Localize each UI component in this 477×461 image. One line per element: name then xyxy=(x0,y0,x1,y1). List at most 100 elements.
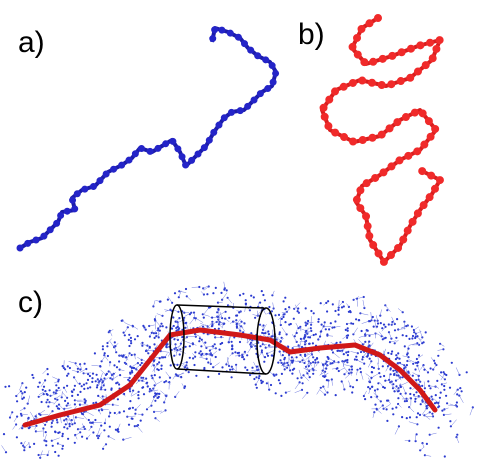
side-chain-bead xyxy=(417,354,421,357)
side-chain-bead xyxy=(172,316,175,319)
side-chain-bond xyxy=(154,380,163,386)
side-chain-bond xyxy=(18,425,24,430)
side-chain-bead xyxy=(465,371,468,374)
side-chain-bond xyxy=(146,383,150,387)
side-chain-bead xyxy=(221,366,224,369)
side-chain-bead xyxy=(414,368,417,371)
side-chain-bond xyxy=(313,359,316,369)
side-chain-bead xyxy=(326,333,329,336)
side-chain-bead xyxy=(346,354,349,357)
side-chain-bond xyxy=(13,416,18,422)
side-chain-bead xyxy=(31,373,34,377)
side-chain-bead xyxy=(445,373,448,377)
side-chain-bead xyxy=(436,379,439,382)
side-chain-bond xyxy=(57,443,64,446)
side-chain-bond xyxy=(346,303,350,308)
side-chain-bond xyxy=(430,357,436,364)
side-chain-bond xyxy=(316,387,322,395)
side-chain-bead xyxy=(304,353,307,356)
side-chain-bead xyxy=(368,344,371,347)
side-chain-bond xyxy=(422,400,428,405)
side-chain-bond xyxy=(424,454,432,457)
side-chain-bond xyxy=(213,362,220,368)
side-chain-bead xyxy=(323,375,326,378)
side-chain-bead xyxy=(206,293,209,296)
side-chain-bead xyxy=(405,334,408,338)
side-chain-bead xyxy=(440,371,443,374)
side-chain-bond xyxy=(185,341,193,345)
side-chain-bead xyxy=(326,391,329,394)
side-chain-bond xyxy=(50,393,59,397)
side-chain-bead xyxy=(254,316,257,319)
side-chain-bead xyxy=(443,388,446,391)
side-chain-bond xyxy=(404,440,410,442)
side-chain-bond xyxy=(140,343,148,346)
side-chain-bond xyxy=(79,368,87,373)
side-chain-bead xyxy=(118,360,121,363)
side-chain-bead xyxy=(64,423,67,426)
side-chain-bead xyxy=(359,367,362,370)
side-chain-bead xyxy=(45,444,48,447)
side-chain-bond xyxy=(312,368,318,372)
side-chain-bond xyxy=(107,338,112,344)
side-chain-bead xyxy=(64,368,67,371)
side-chain-bead xyxy=(416,412,420,415)
side-chain-bead xyxy=(368,334,371,337)
side-chain-bead xyxy=(116,381,119,384)
side-chain-bead xyxy=(97,394,100,397)
side-chain-bead xyxy=(314,361,317,364)
side-chain-bond xyxy=(344,370,348,375)
side-chain-bead xyxy=(414,400,417,403)
side-chain-bond xyxy=(450,419,457,427)
side-chain-bond xyxy=(115,343,119,347)
side-chain-bead xyxy=(309,327,312,330)
side-chain-bead xyxy=(102,447,105,450)
side-chain-bead xyxy=(220,291,223,294)
side-chain-bead xyxy=(437,354,440,357)
side-chain-bead xyxy=(45,440,48,443)
side-chain-bond xyxy=(203,285,208,289)
side-chain-bond xyxy=(47,450,50,456)
side-chain-bond xyxy=(345,372,352,379)
side-chain-bead xyxy=(393,373,396,376)
side-chain-bead xyxy=(203,366,206,370)
side-chain-bead xyxy=(254,383,257,386)
side-chain-bond xyxy=(112,404,119,406)
side-chain-bond xyxy=(329,358,335,362)
side-chain-bond xyxy=(49,401,55,404)
side-chain-bond xyxy=(160,410,166,414)
side-chain-bead xyxy=(395,385,398,388)
side-chain-bead xyxy=(425,407,429,410)
side-chain-bond xyxy=(417,365,421,373)
side-chain-bead xyxy=(347,350,350,353)
side-chain-bond xyxy=(221,292,228,300)
side-chain-bead xyxy=(41,388,44,391)
side-chain-bead xyxy=(284,308,287,311)
side-chain-bead xyxy=(392,413,395,416)
side-chain-bead xyxy=(375,325,379,328)
side-chain-bond xyxy=(194,333,201,338)
side-chain-bond xyxy=(233,321,241,325)
side-chain-bead xyxy=(403,345,406,348)
side-chain-bead xyxy=(148,346,151,349)
side-chain-bond xyxy=(262,324,267,330)
side-chain-bead xyxy=(408,337,411,340)
side-chain-bead xyxy=(258,375,261,378)
side-chain-bond xyxy=(74,434,78,440)
side-chain-bead xyxy=(283,358,286,361)
side-chain-bead xyxy=(158,376,161,379)
side-chain-bead xyxy=(68,422,71,425)
side-chain-bead xyxy=(418,413,422,416)
side-chain-bead xyxy=(284,296,287,299)
side-chain-bond xyxy=(219,311,223,319)
side-chain-bond xyxy=(88,426,92,432)
side-chain-bond xyxy=(174,344,176,352)
side-chain-bead xyxy=(351,391,354,394)
side-chain-bead xyxy=(376,388,379,391)
side-chain-bead xyxy=(96,384,99,387)
side-chain-bond xyxy=(299,327,307,332)
side-chain-bond xyxy=(51,437,60,441)
side-chain-bead xyxy=(238,340,242,344)
side-chain-bead xyxy=(156,368,159,371)
